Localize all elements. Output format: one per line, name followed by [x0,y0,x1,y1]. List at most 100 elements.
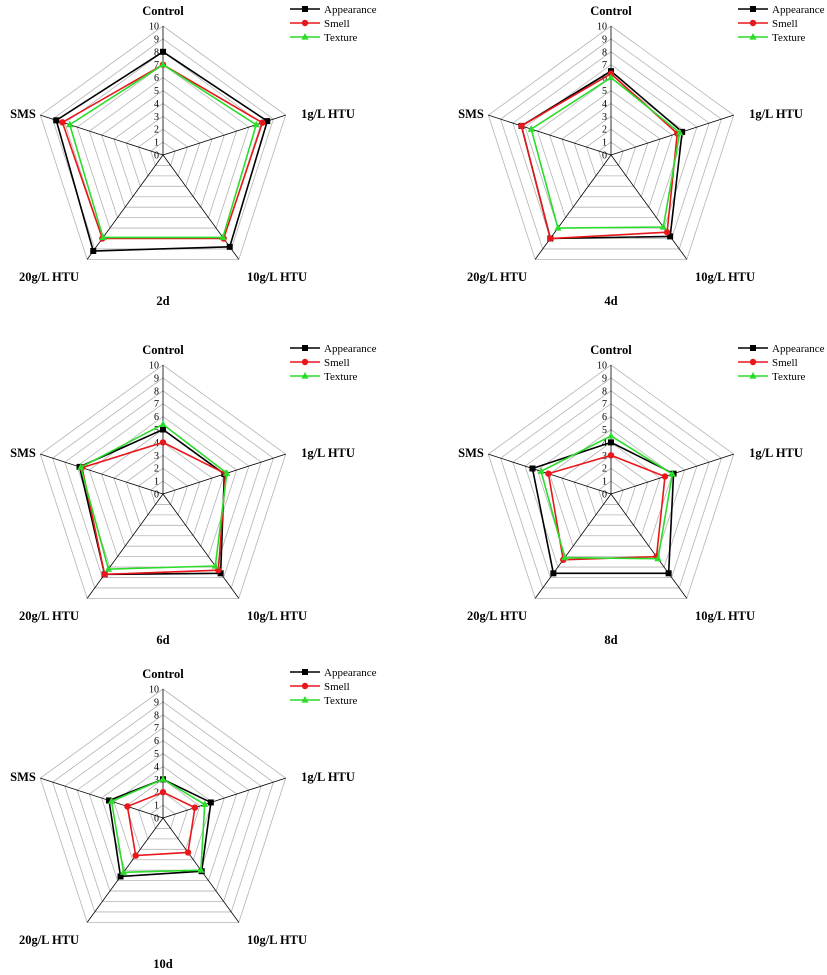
tick-label: 0 [154,490,159,501]
data-point-texture [201,800,209,808]
legend-marker [301,33,309,40]
data-point-smell [547,235,554,242]
tick-label: 8 [602,47,607,58]
tick-label: 5 [602,86,607,97]
grid-ring [536,77,686,219]
category-label: SMS [458,107,484,121]
data-point-texture [607,73,615,81]
legend-label: Smell [772,357,798,369]
tick-label: 10 [149,361,159,372]
data-point-smell [159,439,167,446]
series-line-appearance [108,778,212,878]
category-label: 1g/L HTU [301,770,355,784]
legend-marker [302,669,308,675]
grid-ring [598,480,624,505]
tick-label: 2 [602,464,607,475]
grid-ring [573,454,649,526]
data-point-texture [219,233,227,241]
category-label: 1g/L HTU [301,446,355,460]
category-label: Control [142,4,184,18]
data-point-texture [104,565,113,572]
data-point-texture [561,553,569,561]
grid-ring [52,377,274,589]
legend-label: Appearance [772,4,825,16]
tick-label: 4 [154,762,159,773]
tick-label: 3 [154,112,159,123]
data-point-appearance [529,465,536,472]
grid-ring [101,753,225,871]
category-label: 1g/L HTU [749,446,803,460]
category-label: Control [590,343,632,357]
grid-ring [113,102,213,198]
legend-label: Appearance [324,667,377,679]
data-point-smell [259,119,266,126]
data-point-appearance [679,128,686,135]
series-line-texture [79,423,228,570]
grid-ring [585,467,637,516]
category-label: Control [590,4,632,18]
legend-label: Texture [324,695,358,707]
category-label: SMS [10,446,36,460]
legend-label: Smell [324,681,350,693]
tick-label: 1 [154,138,159,149]
tick-label: 9 [154,34,159,45]
tick-label: 4 [154,438,159,449]
axis-spoke [534,154,612,260]
series-line-smell [126,791,196,857]
tick-label: 6 [602,73,607,84]
tick-label: 2 [154,788,159,799]
tick-label: 9 [154,373,159,384]
data-point-appearance [667,233,674,240]
series-line-smell [81,441,227,576]
data-point-smell [159,789,167,796]
data-point-texture [159,420,167,427]
grid-ring [598,141,624,166]
data-point-appearance [53,117,60,124]
legend-label: Smell [324,357,350,369]
tick-label: 3 [602,112,607,123]
series-line-appearance [78,428,226,576]
data-point-texture [659,223,667,230]
tick-label: 5 [154,749,159,760]
data-point-texture [197,866,205,873]
tick-label: 7 [154,723,159,734]
data-point-texture [676,128,684,136]
data-point-texture [66,120,74,128]
category-label: 20g/L HTU [467,609,527,623]
tick-label: 0 [154,814,159,825]
legend-marker [750,345,756,351]
data-point-smell [607,452,615,459]
data-point-smell [59,119,66,126]
legend-marker [302,6,308,12]
data-point-appearance [160,426,166,433]
tick-label: 5 [154,86,159,97]
axis-spoke [534,493,612,599]
data-point-appearance [207,799,214,806]
legend-marker [301,372,309,379]
axis-spoke [162,777,286,819]
grid-ring [113,441,213,537]
radar-chart-4d: 0 1 2 3 4 5 6 7 8 910 Control 1g/L HTU 10g/L HTU 20g/… [458,4,824,308]
tick-label: 7 [602,399,607,410]
data-point-texture [252,120,260,128]
panel-title: 8d [604,633,617,647]
legend-label: Smell [772,18,798,30]
category-label: 10g/L HTU [695,270,755,284]
grid-ring [487,364,735,599]
data-point-smell [661,473,669,480]
series-line-smell [520,72,679,240]
category-label: Control [142,667,184,681]
category-label: 1g/L HTU [301,107,355,121]
axis-spoke [162,154,240,260]
grid-ring [500,377,722,589]
grid-ring [561,102,661,198]
grid-ring [150,804,176,829]
data-point-appearance [608,439,614,446]
data-point-texture [537,467,545,474]
category-label: 10g/L HTU [247,270,307,284]
tick-label: 4 [602,99,607,110]
tick-label: 9 [602,34,607,45]
data-point-texture [554,224,562,231]
